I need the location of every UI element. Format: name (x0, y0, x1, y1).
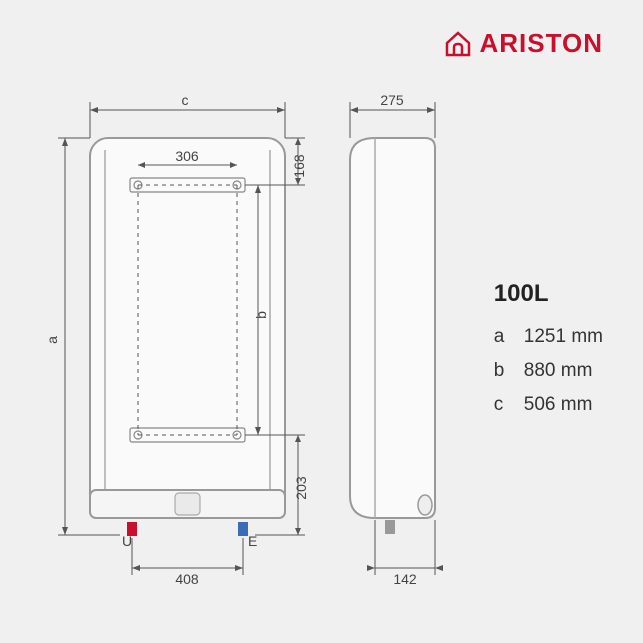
spec-key: b (494, 360, 510, 382)
svg-text:E: E (248, 533, 257, 549)
svg-text:142: 142 (393, 571, 417, 587)
port-e: E (238, 522, 257, 549)
front-body (90, 138, 285, 518)
dim-c: c (90, 92, 285, 138)
side-cap-icon (418, 495, 432, 515)
brand-name: ARISTON (479, 28, 603, 59)
svg-text:a: a (44, 336, 60, 344)
side-body (350, 138, 435, 518)
port-u: U (122, 522, 137, 549)
spec-value: 506 mm (524, 394, 593, 416)
capacity-title: 100L (494, 280, 603, 308)
brand-logo: ARISTON (445, 28, 603, 59)
spec-row-b: b 880 mm (494, 360, 603, 382)
svg-text:203: 203 (293, 476, 309, 500)
side-port (385, 520, 395, 534)
spec-row-a: a 1251 mm (494, 326, 603, 348)
technical-diagram: c 306 168 (30, 90, 470, 610)
svg-text:U: U (122, 533, 132, 549)
spec-key: c (494, 394, 510, 416)
dim-408: 408 (132, 538, 243, 587)
dim-142: 142 (367, 520, 443, 587)
spec-key: a (494, 326, 510, 348)
svg-text:c: c (182, 92, 189, 108)
spec-row-c: c 506 mm (494, 394, 603, 416)
svg-text:168: 168 (291, 154, 307, 178)
display-icon (175, 493, 200, 515)
spec-value: 880 mm (524, 360, 593, 382)
specs-panel: 100L a 1251 mm b 880 mm c 506 mm (494, 280, 603, 428)
dim-275: 275 (350, 92, 435, 138)
spec-value: 1251 mm (524, 326, 603, 348)
svg-text:b: b (253, 311, 269, 319)
house-icon (445, 31, 471, 57)
svg-text:275: 275 (380, 92, 404, 108)
svg-text:306: 306 (175, 148, 199, 164)
svg-text:408: 408 (175, 571, 199, 587)
